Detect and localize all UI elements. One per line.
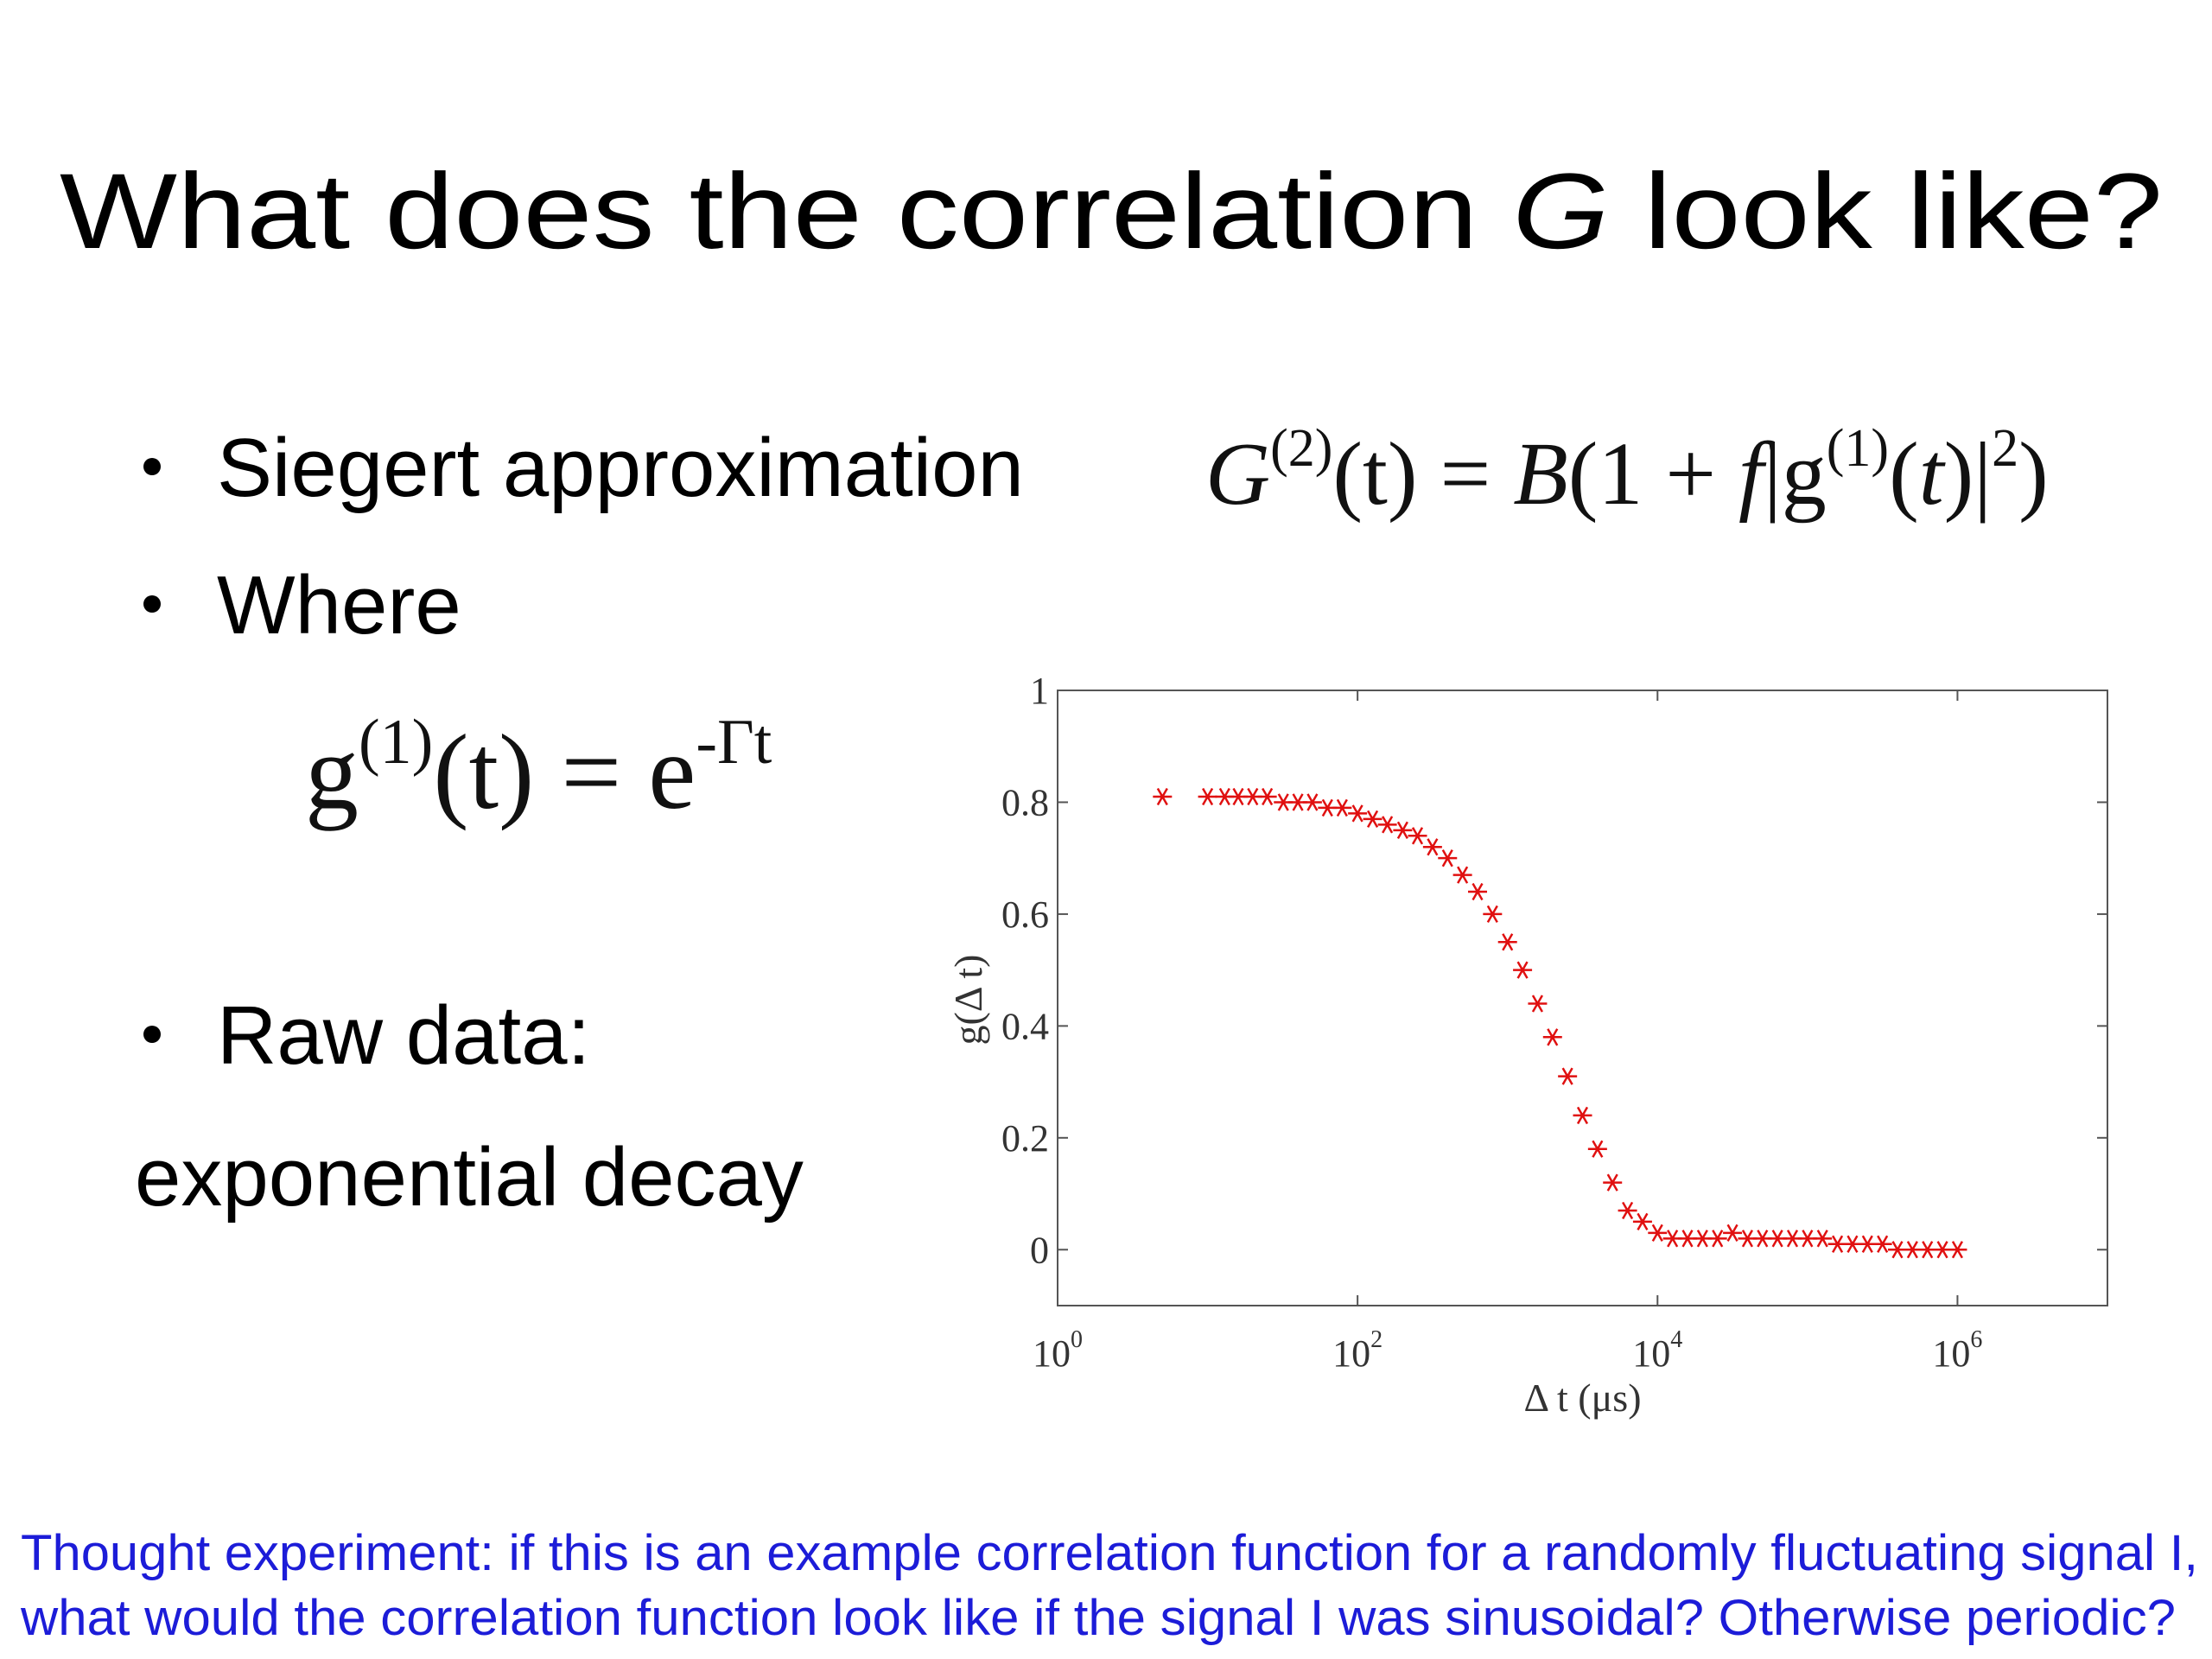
data-point xyxy=(1452,866,1472,884)
tick-exponent: 2 xyxy=(1370,1326,1382,1353)
tick-exponent: 0 xyxy=(1071,1326,1083,1353)
data-point xyxy=(1393,821,1413,839)
tick-exponent: 4 xyxy=(1670,1326,1682,1353)
bullet-dot xyxy=(143,595,161,613)
bullet: Raw data: xyxy=(217,989,590,1082)
eq-part: (t) = e xyxy=(433,713,696,831)
data-point xyxy=(1558,1067,1578,1085)
footer-note: Thought experiment: if this is an exampl… xyxy=(21,1525,2198,1581)
data-point xyxy=(1348,804,1368,823)
tick-base: 10 xyxy=(1632,1332,1670,1375)
data-point xyxy=(1422,838,1442,856)
bullet-note: exponential decay xyxy=(135,1131,804,1224)
data-point xyxy=(1377,816,1397,834)
y-tick-label: 0.4 xyxy=(1001,1005,1049,1047)
data-point xyxy=(1198,787,1217,806)
data-point xyxy=(1468,882,1488,901)
eq-part: t xyxy=(1919,424,1946,524)
data-point xyxy=(1497,933,1517,951)
data-point xyxy=(1513,961,1533,979)
data-point xyxy=(1573,1106,1592,1125)
x-tick-label: 106 xyxy=(1932,1326,1982,1375)
bullet: Where xyxy=(217,559,461,652)
x-tick-label: 100 xyxy=(1033,1326,1083,1375)
eq-part: |g xyxy=(1764,424,1827,524)
equation: G(2)(t) = B(1 + f|g(1)(t)|2) xyxy=(1205,419,2049,524)
eq-part: g xyxy=(305,713,359,831)
data-point xyxy=(1707,1230,1727,1248)
bullet-dot xyxy=(143,458,161,475)
tick-base: 10 xyxy=(1932,1332,1970,1375)
data-point xyxy=(1587,1140,1607,1158)
bullet: Siegert approximation xyxy=(217,422,1024,514)
eq-part: B xyxy=(1513,424,1568,524)
data-point xyxy=(1948,1241,1967,1259)
x-tick-label: 102 xyxy=(1332,1326,1382,1375)
title-text: look like? xyxy=(1609,152,2163,271)
data-point xyxy=(1603,1173,1623,1192)
data-point xyxy=(1257,787,1277,806)
y-tick-label: 0.2 xyxy=(1001,1117,1049,1160)
title-text: What does the correlation xyxy=(60,152,1512,271)
eq-sup: -Γt xyxy=(696,707,772,778)
eq-part: (1 + xyxy=(1568,424,1738,524)
eq-sup: (1) xyxy=(1827,419,1889,478)
data-point xyxy=(1528,995,1548,1013)
y-tick-label: 0.6 xyxy=(1001,893,1049,936)
data-point xyxy=(1648,1224,1668,1243)
eq-part: ( xyxy=(1889,424,1919,524)
y-tick-label: 1 xyxy=(1030,670,1049,712)
footer-note: what would the correlation function look… xyxy=(20,1590,2176,1646)
data-point xyxy=(1483,905,1503,924)
eq-part: )| xyxy=(1944,424,1992,524)
title-symbol: G xyxy=(1512,152,1609,271)
data-point xyxy=(1363,810,1382,829)
data-point xyxy=(1438,849,1458,868)
equation: g(1)(t) = e-Γt xyxy=(305,707,772,831)
data-point xyxy=(1408,827,1427,845)
eq-sup: 2 xyxy=(1992,419,2018,478)
x-tick-label: 104 xyxy=(1632,1326,1682,1375)
slide-title: What does the correlation G look like? xyxy=(60,152,2163,271)
data-point xyxy=(1542,1028,1562,1046)
y-tick-label: 0.8 xyxy=(1001,781,1049,823)
y-tick-label: 0 xyxy=(1030,1229,1049,1271)
y-axis-label: g(Δ t) xyxy=(946,955,990,1046)
eq-sup: (2) xyxy=(1270,419,1332,478)
eq-part: (t) = xyxy=(1332,424,1513,524)
data-point xyxy=(1332,798,1352,817)
eq-sup: (1) xyxy=(359,707,433,778)
data-point xyxy=(1872,1235,1892,1253)
data-point xyxy=(1153,787,1173,806)
data-point xyxy=(1723,1224,1743,1243)
eq-part: ) xyxy=(2018,424,2049,524)
tick-base: 10 xyxy=(1033,1332,1071,1375)
data-point xyxy=(1632,1212,1652,1231)
plot-frame xyxy=(1057,690,2108,1306)
tick-exponent: 6 xyxy=(1970,1326,1982,1353)
data-point xyxy=(1302,793,1322,811)
eq-part: G xyxy=(1205,424,1270,524)
tick-base: 10 xyxy=(1332,1332,1370,1375)
x-axis-label: Δ t (μs) xyxy=(1523,1376,1641,1420)
data-point xyxy=(1618,1201,1637,1220)
bullet-dot xyxy=(143,1026,161,1043)
data-point xyxy=(1813,1230,1833,1248)
